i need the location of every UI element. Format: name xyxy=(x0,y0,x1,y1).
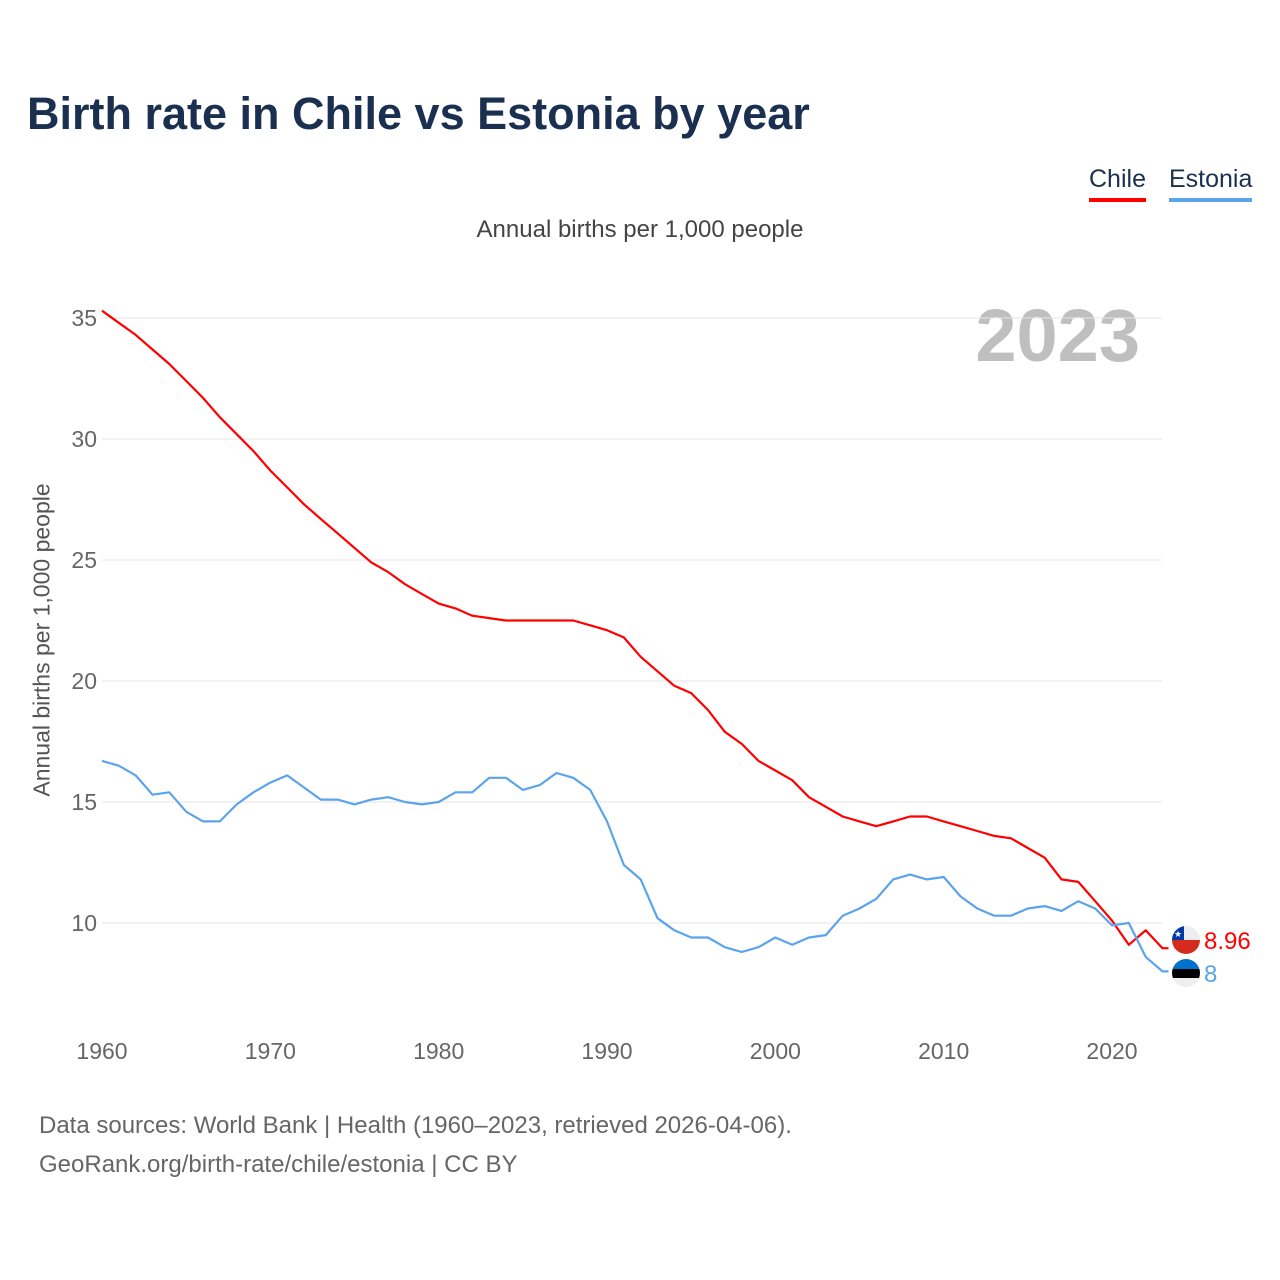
chile-flag-icon: ★ xyxy=(1172,926,1200,954)
y-tick-label: 25 xyxy=(71,547,97,573)
y-tick-label: 10 xyxy=(71,910,97,936)
y-tick-label: 30 xyxy=(71,426,97,452)
series-line-chile xyxy=(101,309,1169,950)
legend-item-chile[interactable]: Chile xyxy=(1089,165,1146,202)
y-tick-label: 35 xyxy=(71,305,97,331)
x-tick-label: 1980 xyxy=(413,1038,464,1064)
chart-subtitle: Annual births per 1,000 people xyxy=(476,216,804,243)
estonia-flag-icon xyxy=(1172,959,1200,987)
x-tick-label: 1960 xyxy=(76,1038,127,1064)
chart-title: Birth rate in Chile vs Estonia by year xyxy=(27,88,810,139)
year-watermark: 2023 xyxy=(975,294,1140,377)
x-tick-label: 2010 xyxy=(918,1038,969,1064)
x-tick-label: 1970 xyxy=(245,1038,296,1064)
end-value-label-chile: 8.96 xyxy=(1204,928,1251,955)
source-line-1: Data sources: World Bank | Health (1960–… xyxy=(39,1112,792,1139)
x-tick-label: 2020 xyxy=(1086,1038,1137,1064)
y-tick-label: 20 xyxy=(71,668,97,694)
x-tick-label: 2000 xyxy=(750,1038,801,1064)
source-note: Data sources: World Bank | Health (1960–… xyxy=(39,1106,792,1184)
legend-item-estonia[interactable]: Estonia xyxy=(1169,165,1253,202)
y-tick-label: 15 xyxy=(71,789,97,815)
series-line-estonia xyxy=(101,759,1169,973)
source-line-2[interactable]: GeoRank.org/birth-rate/chile/estonia | C… xyxy=(39,1151,518,1178)
svg-text:★: ★ xyxy=(1174,929,1182,939)
end-value-label-estonia: 8 xyxy=(1204,961,1217,988)
x-tick-label: 1990 xyxy=(581,1038,632,1064)
